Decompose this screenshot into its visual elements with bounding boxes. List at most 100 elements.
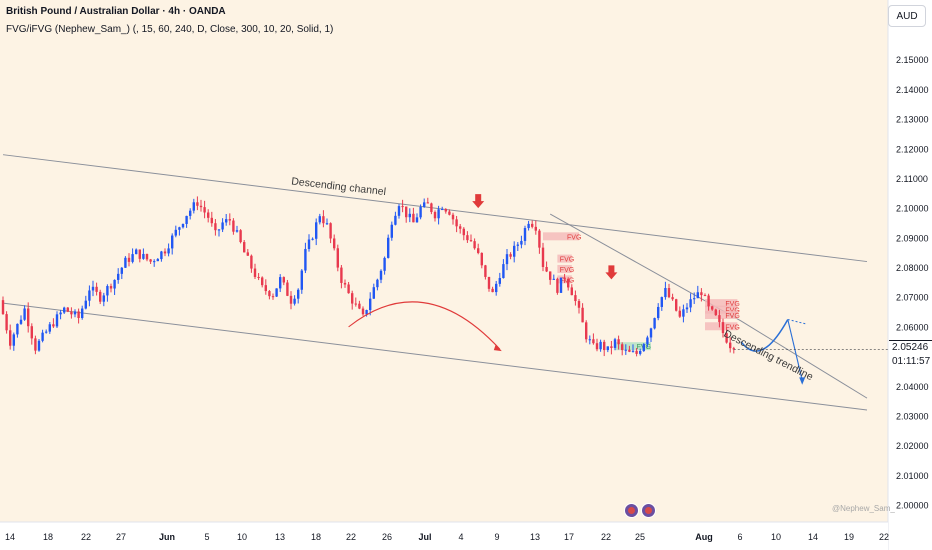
candle-body [207, 212, 210, 218]
x-tick-label: 4 [458, 532, 463, 542]
candle-body [703, 295, 707, 297]
candle-body [484, 265, 487, 277]
candle-body [545, 267, 548, 272]
candle-body [189, 210, 192, 216]
candle-body [700, 292, 703, 296]
candle-body [156, 259, 159, 262]
candle-body [99, 291, 102, 302]
uk-flag-icon[interactable] [624, 503, 639, 518]
candle-body [120, 267, 123, 274]
candle-body [264, 285, 267, 292]
candle-body [300, 270, 303, 290]
candle-body [725, 333, 728, 343]
candle-body [610, 346, 613, 348]
down-arrow-marker [605, 265, 618, 280]
candle-body [261, 277, 264, 286]
candle-body [603, 341, 606, 351]
candle-body [333, 238, 336, 249]
candle-body [588, 339, 591, 341]
candle-body [678, 310, 681, 317]
x-tick-label: 10 [237, 532, 247, 542]
candle-body [505, 254, 509, 265]
candle-body [649, 328, 653, 338]
candle-body [570, 287, 573, 296]
candle-body [199, 205, 203, 208]
candle-body [235, 230, 239, 232]
candle-body [149, 259, 152, 262]
candle-body [718, 315, 721, 323]
uk-flag-icon[interactable] [641, 503, 656, 518]
candle-body [466, 235, 469, 241]
candle-body [696, 292, 699, 299]
candle-body [19, 319, 23, 324]
y-tick-label: 2.03000 [896, 411, 929, 421]
x-tick-label: 18 [311, 532, 321, 542]
indicator-legend[interactable]: FVG/iFVG (Nephew_Sam_) (, 15, 60, 240, D… [6, 24, 334, 35]
candle-body [174, 229, 177, 236]
candle-body [171, 235, 174, 249]
symbol-title[interactable]: British Pound / Australian Dollar · 4h ·… [6, 6, 226, 17]
candle-body [329, 223, 332, 239]
y-tick-label: 2.01000 [896, 471, 929, 481]
candle-body [347, 284, 350, 294]
candle-body [257, 276, 260, 278]
candle-body [711, 306, 714, 310]
candle-body [365, 310, 368, 315]
candle-body [102, 295, 105, 302]
red-arc-arrow [348, 301, 501, 350]
candle-body [117, 273, 120, 280]
candle-body [246, 252, 249, 256]
candle-body [592, 339, 595, 344]
currency-badge[interactable]: AUD [888, 5, 926, 27]
candle-body [383, 257, 386, 271]
candle-body [653, 318, 656, 329]
candle-body [613, 339, 617, 348]
event-flags[interactable] [624, 503, 656, 518]
candle-body [196, 202, 199, 206]
candle-body [336, 248, 339, 268]
y-tick-label: 2.09000 [896, 233, 929, 243]
candle-body [27, 308, 30, 327]
candle-body [37, 340, 41, 351]
candle-body [59, 312, 62, 315]
y-tick-label: 2.00000 [896, 501, 929, 511]
candle-body [714, 309, 717, 316]
x-tick-label: Jul [418, 532, 431, 542]
y-tick-label: 2.11000 [896, 174, 928, 184]
candle-body [203, 207, 206, 213]
candle-body [239, 230, 242, 243]
fvg-label: FVG [560, 267, 574, 274]
candle-body [639, 350, 642, 354]
candle-body [358, 303, 361, 309]
candle-body [5, 314, 8, 331]
candle-body [142, 253, 145, 259]
candle-body [390, 224, 393, 238]
candle-body [606, 346, 609, 351]
time-axis-panel [0, 522, 888, 550]
down-arrow-marker [472, 194, 485, 209]
fvg-label: FVG [560, 257, 574, 264]
candle-body [412, 213, 415, 223]
descending-trendline [549, 213, 868, 399]
candle-body [534, 226, 537, 231]
candle-body [221, 222, 224, 230]
candle-body [642, 344, 645, 351]
candle-body [45, 331, 48, 333]
candle-body [250, 255, 253, 269]
candle-body [124, 257, 127, 268]
candle-body [1, 300, 5, 315]
candle-body [477, 248, 480, 253]
fvg-zone [705, 311, 738, 319]
x-tick-label: 25 [635, 532, 645, 542]
candle-body [682, 309, 685, 317]
candle-body [228, 219, 231, 221]
fvg-zone [705, 322, 738, 331]
x-tick-label: 13 [275, 532, 285, 542]
candle-body [556, 278, 559, 293]
y-tick-label: 2.02000 [896, 441, 929, 451]
candle-body [513, 245, 516, 257]
candle-body [311, 238, 314, 240]
x-tick-label: Jun [159, 532, 175, 542]
